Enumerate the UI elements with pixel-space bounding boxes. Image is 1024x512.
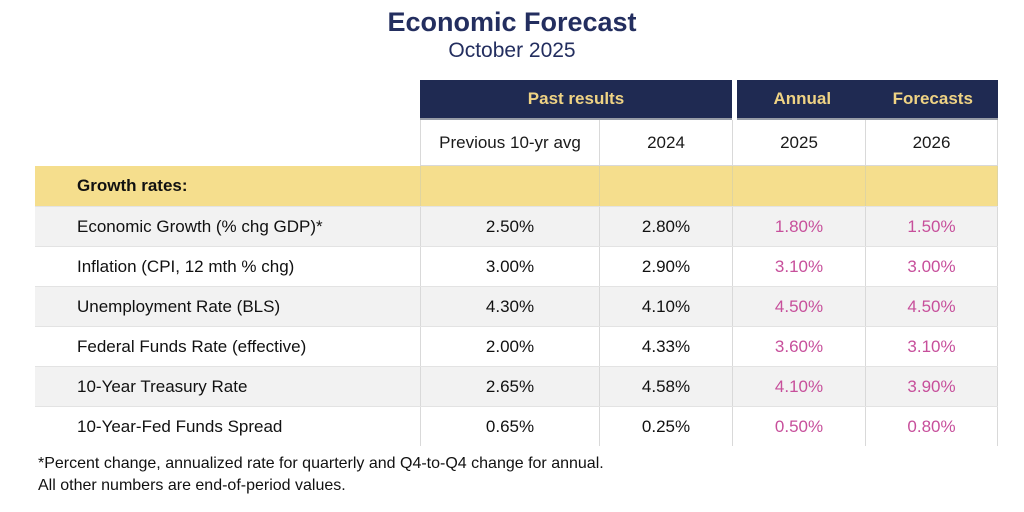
- cell-forecast-value: 1.80%: [732, 207, 865, 246]
- cell-forecast-value: 3.00%: [865, 247, 998, 286]
- footnote: *Percent change, annualized rate for qua…: [38, 453, 604, 497]
- cell-forecast-value: 4.50%: [732, 287, 865, 326]
- group-header-band: Past results Annual Forecasts: [35, 80, 998, 120]
- past-results-header: Past results: [420, 80, 732, 120]
- footnote-line-1: *Percent change, annualized rate for qua…: [38, 455, 604, 472]
- cell-value: 4.10%: [599, 287, 732, 326]
- column-header-2025: 2025: [732, 120, 865, 166]
- section-row-growth-rates: Growth rates:: [35, 166, 998, 206]
- section-label: Growth rates:: [77, 176, 188, 195]
- cell-forecast-value: 4.50%: [865, 287, 998, 326]
- table-row-fed-funds-rate: Federal Funds Rate (effective) 2.00% 4.3…: [35, 326, 998, 366]
- cell-forecast-value: 3.10%: [732, 247, 865, 286]
- column-header-prev-10yr-avg: Previous 10-yr avg: [420, 120, 599, 166]
- cell-forecast-value: 3.10%: [865, 327, 998, 366]
- economic-forecast-table: Past results Annual Forecasts Previous 1…: [35, 80, 998, 446]
- cell-value: 2.50%: [420, 207, 599, 246]
- cell-value: 4.30%: [420, 287, 599, 326]
- cell-value: 2.80%: [599, 207, 732, 246]
- footnote-line-2: All other numbers are end-of-period valu…: [38, 477, 346, 494]
- table-row-10yr-treasury: 10-Year Treasury Rate 2.65% 4.58% 4.10% …: [35, 366, 998, 406]
- cell-value: 2.90%: [599, 247, 732, 286]
- past-results-label: Past results: [527, 89, 625, 108]
- cell-forecast-value: 1.50%: [865, 207, 998, 246]
- row-label: Economic Growth (% chg GDP)*: [77, 216, 323, 236]
- column-labels-row: Previous 10-yr avg 2024 2025 2026: [35, 120, 998, 166]
- row-label: Unemployment Rate (BLS): [77, 296, 281, 316]
- table-row-economic-growth: Economic Growth (% chg GDP)* 2.50% 2.80%…: [35, 206, 998, 246]
- column-labels-spacer: [35, 120, 420, 166]
- row-label: Inflation (CPI, 12 mth % chg): [77, 256, 295, 276]
- column-header-2024: 2024: [599, 120, 732, 166]
- page-subtitle: October 2025: [448, 39, 576, 62]
- cell-forecast-value: 3.90%: [865, 367, 998, 406]
- table-row-unemployment: Unemployment Rate (BLS) 4.30% 4.10% 4.50…: [35, 286, 998, 326]
- cell-value: 0.25%: [599, 407, 732, 446]
- section-cell: [420, 166, 599, 206]
- section-cell: [732, 166, 865, 206]
- section-cell: [865, 166, 998, 206]
- row-label: Federal Funds Rate (effective): [77, 336, 307, 356]
- cell-value: 2.00%: [420, 327, 599, 366]
- annual-forecasts-header: Annual Forecasts: [737, 80, 998, 120]
- cell-value: 0.65%: [420, 407, 599, 446]
- forecasts-label: Forecasts: [892, 89, 973, 108]
- row-label: 10-Year-Fed Funds Spread: [77, 416, 283, 436]
- page-title: Economic Forecast: [387, 7, 637, 37]
- cell-value: 3.00%: [420, 247, 599, 286]
- table-row-inflation: Inflation (CPI, 12 mth % chg) 3.00% 2.90…: [35, 246, 998, 286]
- group-header-spacer: [35, 80, 420, 120]
- title-block: Economic Forecast October 2025: [0, 6, 1024, 64]
- annual-label: Annual: [773, 89, 832, 108]
- cell-forecast-value: 0.50%: [732, 407, 865, 446]
- cell-forecast-value: 0.80%: [865, 407, 998, 446]
- table-row-10yr-fed-spread: 10-Year-Fed Funds Spread 0.65% 0.25% 0.5…: [35, 406, 998, 446]
- cell-forecast-value: 4.10%: [732, 367, 865, 406]
- section-cell: [599, 166, 732, 206]
- row-label: 10-Year Treasury Rate: [77, 376, 248, 396]
- cell-value: 4.33%: [599, 327, 732, 366]
- cell-forecast-value: 3.60%: [732, 327, 865, 366]
- column-header-2026: 2026: [865, 120, 998, 166]
- cell-value: 4.58%: [599, 367, 732, 406]
- cell-value: 2.65%: [420, 367, 599, 406]
